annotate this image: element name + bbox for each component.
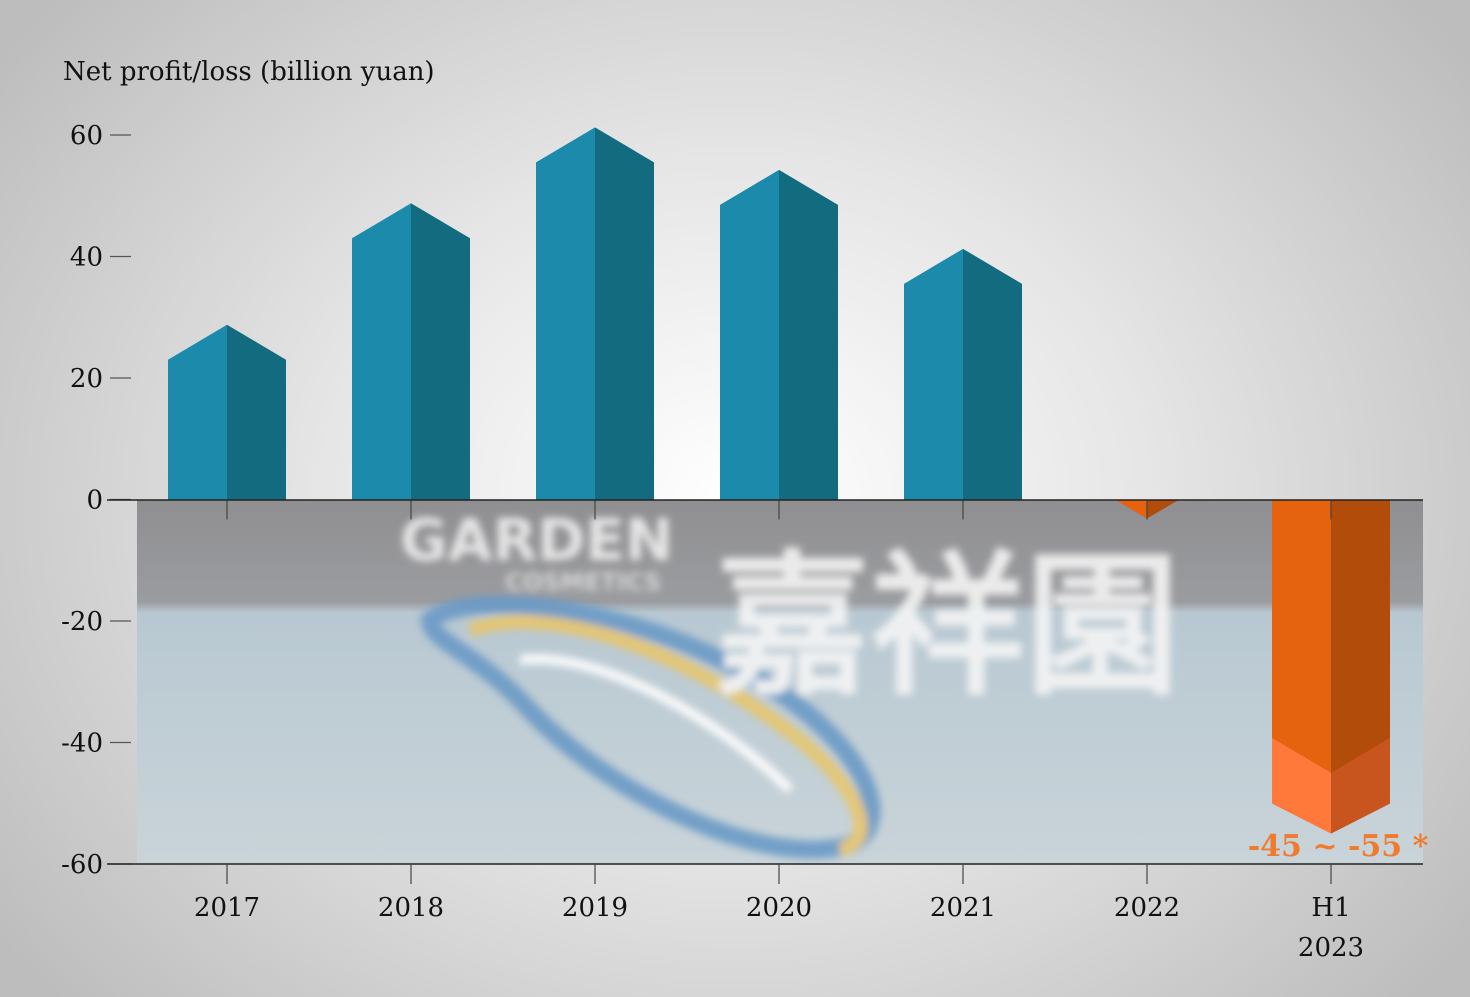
bar-front [168, 324, 227, 500]
background-photo: GARDEN COSMETICS 嘉祥園 [137, 500, 1423, 864]
x-tick-label: 2017 [194, 893, 260, 923]
bar-front [536, 127, 595, 500]
x-axis-ticks: 2017 2018 2019 2020 2021 2022 H1 2023 [194, 500, 1364, 963]
bar-front [1272, 499, 1331, 773]
y-tick-label: 20 [70, 364, 103, 394]
x-tick-label: H1 [1311, 893, 1350, 923]
y-axis-ticks: 60 40 20 0 -20 -40 -60 [61, 121, 131, 880]
bar-front [352, 203, 411, 500]
photo-sign-sub: COSMETICS [505, 568, 661, 596]
y-tick-label: 0 [86, 486, 103, 516]
x-tick-label: 2018 [378, 893, 444, 923]
bar [1114, 499, 1180, 519]
x-tick-label: 2022 [1114, 893, 1180, 923]
bar [168, 324, 286, 500]
x-tick-label: 2019 [562, 893, 628, 923]
bar-front [904, 248, 963, 500]
bar-front [1114, 499, 1147, 519]
y-axis-label: Net profit/loss (billion yuan) [63, 57, 435, 87]
bar-side [779, 169, 838, 500]
bar [1272, 499, 1390, 773]
bar [720, 169, 838, 500]
bar-side [595, 127, 654, 500]
y-tick-label: 60 [70, 121, 103, 151]
x-tick-label: 2020 [746, 893, 812, 923]
bar-front [720, 169, 779, 500]
bar [536, 127, 654, 500]
bar [904, 248, 1022, 500]
bar-side [1331, 499, 1390, 773]
y-tick-label: -60 [61, 850, 103, 880]
x-tick-label: 2023 [1298, 933, 1364, 963]
bar-side [227, 324, 286, 500]
y-tick-label: 40 [70, 243, 103, 273]
bars [168, 127, 1390, 834]
y-tick-label: -40 [61, 729, 103, 759]
bar-side [411, 203, 470, 500]
bar-side [1147, 499, 1180, 519]
x-tick-label: 2021 [930, 893, 996, 923]
bar [352, 203, 470, 500]
photo-sign-latin: GARDEN [400, 506, 673, 574]
photo-sign-chinese: 嘉祥園 [715, 536, 1180, 717]
y-tick-label: -20 [61, 607, 103, 637]
bar-side [963, 248, 1022, 500]
range-annotation: -45 ~ -55 * [1248, 829, 1429, 864]
